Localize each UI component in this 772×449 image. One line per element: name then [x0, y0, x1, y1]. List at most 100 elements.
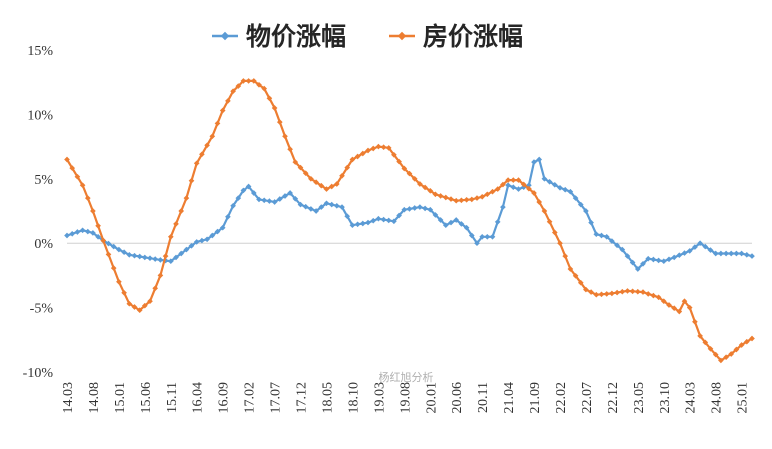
series-marker	[723, 250, 729, 257]
series-marker	[69, 165, 76, 171]
series-marker	[162, 253, 169, 259]
series-marker	[105, 251, 112, 258]
series-marker	[427, 206, 434, 213]
series-marker	[391, 218, 397, 225]
legend: 物价涨幅 房价涨幅	[212, 22, 523, 51]
series-marker	[583, 286, 589, 293]
series-marker	[121, 289, 127, 296]
series-marker	[427, 187, 434, 194]
series-marker	[676, 252, 683, 259]
series-marker	[733, 346, 740, 353]
x-tick-label: 19.03	[372, 382, 387, 414]
series-marker	[484, 233, 491, 240]
series-marker	[500, 181, 506, 188]
series-marker	[74, 173, 81, 180]
series-marker	[681, 250, 688, 256]
series-marker	[442, 222, 449, 229]
series-marker	[256, 81, 262, 88]
series-marker	[697, 240, 703, 247]
series-marker	[339, 172, 345, 179]
series-marker	[411, 175, 418, 182]
series-marker	[458, 221, 465, 227]
series-marker	[69, 230, 76, 237]
series-marker	[178, 208, 185, 214]
series-marker	[712, 250, 719, 257]
series-marker	[178, 250, 185, 257]
series-marker	[406, 206, 413, 212]
series-marker	[702, 243, 709, 250]
series-marker	[655, 294, 662, 301]
series-marker	[333, 181, 340, 187]
series-marker	[718, 357, 724, 364]
x-tick-label: 17.02	[243, 382, 258, 414]
series-marker	[79, 227, 86, 234]
series-marker	[453, 217, 460, 223]
series-marker	[126, 251, 133, 258]
series-layer	[64, 78, 755, 364]
series-marker	[619, 246, 626, 253]
series-marker	[515, 186, 522, 192]
series-marker	[141, 254, 148, 261]
series-marker	[302, 170, 309, 177]
series-marker	[100, 237, 107, 244]
x-tick-label: 24.08	[710, 382, 725, 414]
series-marker	[328, 183, 335, 190]
series-marker	[442, 194, 449, 201]
series-marker	[359, 220, 366, 227]
series-marker	[167, 233, 174, 240]
series-marker	[749, 253, 755, 259]
x-tick-label: 17.07	[269, 382, 284, 414]
x-tick-label: 18.05	[320, 382, 335, 414]
series-marker	[141, 302, 148, 309]
series-marker	[510, 177, 517, 183]
legend-marker	[220, 31, 230, 41]
series-marker	[489, 233, 496, 240]
series-marker	[276, 196, 283, 202]
series-marker	[536, 199, 543, 205]
series-marker	[448, 196, 454, 202]
series-marker	[718, 250, 724, 257]
series-marker	[489, 188, 496, 195]
series-marker	[743, 251, 750, 258]
series-marker	[173, 221, 179, 227]
series-marker	[235, 195, 242, 201]
series-marker	[686, 248, 693, 254]
series-marker	[131, 252, 138, 259]
series-marker	[250, 78, 257, 84]
series-marker	[396, 212, 402, 219]
series-marker	[484, 191, 491, 198]
series-2	[64, 78, 755, 364]
series-marker	[676, 308, 683, 315]
series-marker	[136, 307, 143, 314]
series-marker	[84, 195, 91, 201]
x-tick-label: 22.02	[554, 382, 569, 414]
series-marker	[520, 181, 527, 188]
series-marker	[453, 197, 460, 204]
series-marker	[152, 256, 159, 262]
series-marker	[370, 145, 377, 152]
series-marker	[712, 351, 719, 358]
series-marker	[551, 229, 558, 236]
x-tick-label: 15.01	[113, 382, 128, 414]
series-marker	[572, 272, 579, 279]
series-marker	[339, 204, 345, 210]
series-marker	[297, 201, 304, 208]
series-marker	[526, 185, 532, 192]
series-marker	[494, 186, 501, 192]
series-marker	[401, 165, 408, 172]
series-marker	[391, 151, 397, 158]
series-marker	[219, 224, 226, 231]
series-marker	[603, 291, 610, 297]
series-marker	[432, 212, 439, 218]
series-marker	[292, 159, 299, 165]
series-marker	[287, 190, 293, 196]
series-marker	[733, 250, 740, 257]
series-marker	[577, 201, 584, 208]
series-marker	[614, 242, 620, 249]
y-tick-label: 10%	[27, 108, 53, 123]
series-marker	[245, 183, 252, 190]
x-tick-label: 24.03	[684, 382, 699, 414]
series-marker	[282, 193, 288, 199]
series-marker	[385, 145, 392, 151]
series-marker	[572, 195, 579, 201]
